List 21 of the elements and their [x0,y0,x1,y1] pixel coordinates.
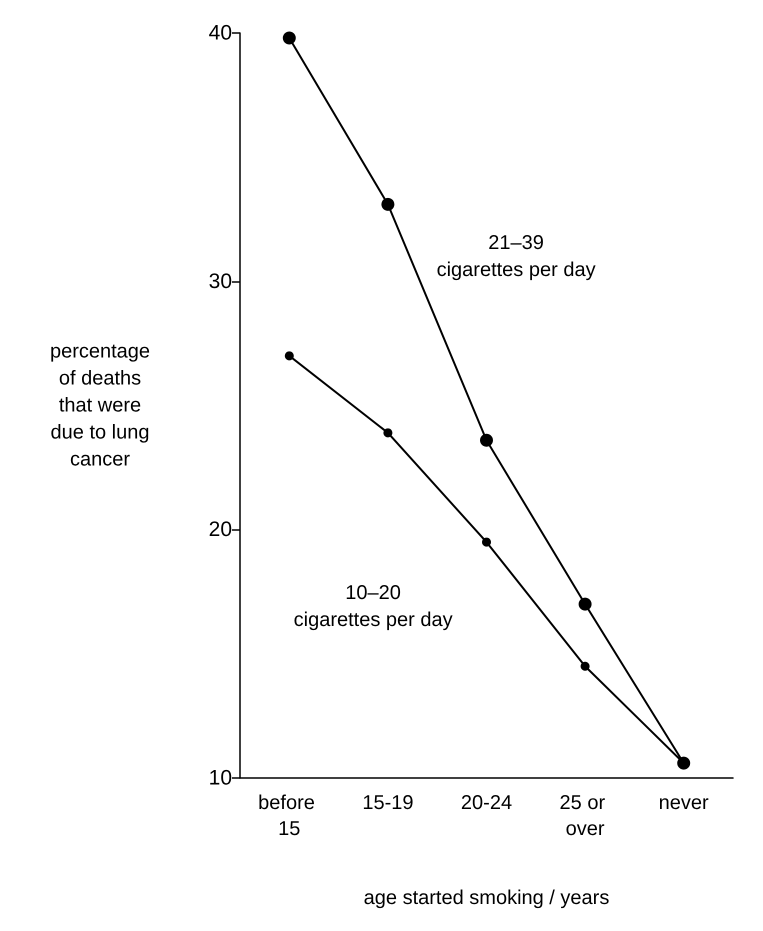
y-tick-label: 10 [208,766,232,790]
x-tick-label: 15-19 [362,792,414,814]
series-label: 21–39 cigarettes per day [436,232,596,281]
point [578,598,592,611]
point [580,662,590,671]
x-tick-label: 25 or over [560,792,611,840]
point [381,198,394,211]
point [282,31,296,44]
x-axis-title: age started smoking / years [364,887,610,909]
point [480,434,493,447]
y-tick-label: 40 [208,22,232,44]
y-tick-label: 30 [208,270,232,293]
text: 10–20 cigarettes per day [294,582,453,632]
x-tick-label: before 15 [258,792,320,840]
y-axis-title: percentage of deaths that were due to lung cancer [50,340,150,470]
x-tick-label: 20-24 [460,792,512,814]
point [284,351,294,360]
y-tick-label: 20 [208,518,232,542]
x-tick-label: never [658,792,710,814]
point [482,538,491,547]
point [383,428,392,438]
